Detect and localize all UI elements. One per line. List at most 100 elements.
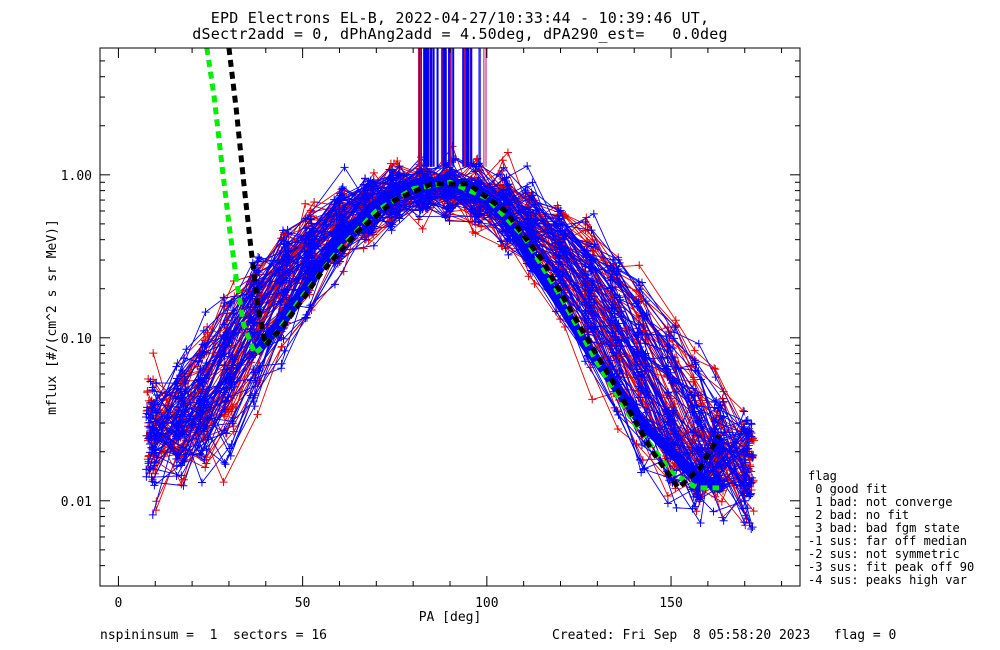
data-point-marker bbox=[172, 362, 181, 371]
data-point-marker bbox=[180, 372, 189, 381]
data-point-marker bbox=[180, 457, 189, 466]
data-point-marker bbox=[277, 359, 286, 368]
data-point-marker bbox=[559, 268, 568, 277]
data-point-marker bbox=[201, 463, 210, 472]
data-point-marker bbox=[249, 365, 258, 374]
data-point-marker bbox=[179, 481, 188, 490]
data-point-marker bbox=[172, 462, 181, 471]
data-point-marker bbox=[672, 466, 681, 475]
data-point-marker bbox=[606, 356, 615, 365]
data-point-marker bbox=[499, 163, 508, 172]
data-point-marker bbox=[253, 410, 262, 419]
data-point-marker bbox=[689, 375, 698, 384]
data-point-marker bbox=[179, 475, 188, 484]
data-point-marker bbox=[203, 322, 212, 331]
data-point-marker bbox=[194, 356, 203, 365]
data-point-marker bbox=[588, 395, 597, 404]
data-point-marker bbox=[178, 393, 187, 402]
data-point-marker bbox=[556, 206, 565, 215]
data-point-marker bbox=[581, 217, 590, 226]
data-point-marker bbox=[220, 425, 229, 434]
data-point-marker bbox=[691, 360, 700, 369]
data-point-marker bbox=[281, 255, 290, 264]
data-point-marker bbox=[698, 396, 707, 405]
data-point-marker bbox=[717, 497, 726, 506]
data-point-marker bbox=[747, 420, 756, 429]
data-point-marker bbox=[150, 481, 159, 490]
data-point-marker bbox=[142, 472, 151, 481]
data-point-marker bbox=[587, 226, 596, 235]
data-point-marker bbox=[182, 345, 191, 354]
data-point-marker bbox=[246, 391, 255, 400]
data-point-marker bbox=[744, 464, 753, 473]
data-point-marker bbox=[387, 226, 396, 235]
data-point-marker bbox=[422, 203, 431, 212]
data-point-marker bbox=[340, 163, 349, 172]
data-point-marker bbox=[255, 361, 264, 370]
data-point-marker bbox=[611, 283, 620, 292]
data-point-marker bbox=[556, 315, 565, 324]
data-point-marker bbox=[557, 218, 566, 227]
data-point-marker bbox=[739, 422, 748, 431]
data-point-marker bbox=[663, 340, 672, 349]
x-tick-label: 50 bbox=[295, 596, 311, 611]
data-point-marker bbox=[500, 174, 509, 183]
data-point-marker bbox=[198, 385, 207, 394]
data-point-marker bbox=[743, 416, 752, 425]
data-point-marker bbox=[559, 235, 568, 244]
data-point-marker bbox=[696, 444, 705, 453]
peak-marker-lines bbox=[417, 48, 487, 167]
data-point-marker bbox=[613, 425, 622, 434]
data-point-marker bbox=[670, 328, 679, 337]
axes-layer: 0 50 100 150 0.01 0.10 1.00 PA [deg] mflux [#/(c… bbox=[45, 47, 801, 625]
chart-title-line1: EPD Electrons EL-B, 2022-04-27/10:33:44 … bbox=[210, 9, 710, 27]
footer-nspin-sectors: nspininsum = 1 sectors = 16 bbox=[100, 628, 327, 643]
data-point-marker bbox=[690, 346, 699, 355]
data-point-marker bbox=[719, 516, 728, 525]
data-point-marker bbox=[632, 439, 641, 448]
data-point-marker bbox=[147, 404, 156, 413]
data-point-marker bbox=[633, 360, 642, 369]
data-point-marker bbox=[696, 519, 705, 528]
data-point-marker bbox=[230, 391, 239, 400]
data-point-marker bbox=[606, 319, 615, 328]
x-tick-label: 0 bbox=[115, 596, 123, 611]
data-point-marker bbox=[330, 280, 339, 289]
data-point-marker bbox=[198, 340, 207, 349]
data-point-marker bbox=[663, 499, 672, 508]
data-point-marker bbox=[747, 525, 756, 534]
data-point-marker bbox=[502, 185, 511, 194]
data-point-marker bbox=[590, 240, 599, 249]
data-point-marker bbox=[584, 322, 593, 331]
data-point-marker bbox=[172, 472, 181, 481]
data-point-marker bbox=[199, 326, 208, 335]
data-point-marker bbox=[146, 377, 155, 386]
data-point-marker bbox=[610, 293, 619, 302]
x-tick-label: 150 bbox=[659, 596, 682, 611]
data-point-marker bbox=[635, 261, 644, 270]
data-point-marker bbox=[471, 167, 480, 176]
spectrum-line bbox=[153, 180, 745, 500]
data-point-marker bbox=[219, 478, 228, 487]
data-point-marker bbox=[301, 199, 310, 208]
data-point-marker bbox=[147, 443, 156, 452]
data-point-marker bbox=[692, 507, 701, 516]
data-point-marker bbox=[672, 503, 681, 512]
data-point-marker bbox=[749, 507, 758, 516]
data-point-marker bbox=[523, 162, 532, 171]
data-point-marker bbox=[172, 384, 181, 393]
data-point-marker bbox=[553, 201, 562, 210]
data-point-marker bbox=[636, 393, 645, 402]
data-point-marker bbox=[749, 436, 758, 445]
data-point-marker bbox=[668, 344, 677, 353]
data-point-marker bbox=[637, 278, 646, 287]
chart-title-line2: dSectr2add = 0, dPhAng2add = 4.50deg, dP… bbox=[192, 25, 728, 43]
data-point-marker bbox=[741, 444, 750, 453]
data-point-marker bbox=[694, 437, 703, 446]
data-point-marker bbox=[198, 347, 207, 356]
data-point-marker bbox=[415, 212, 424, 221]
data-point-marker bbox=[226, 299, 235, 308]
data-point-marker bbox=[694, 339, 703, 348]
data-point-marker bbox=[149, 349, 158, 358]
